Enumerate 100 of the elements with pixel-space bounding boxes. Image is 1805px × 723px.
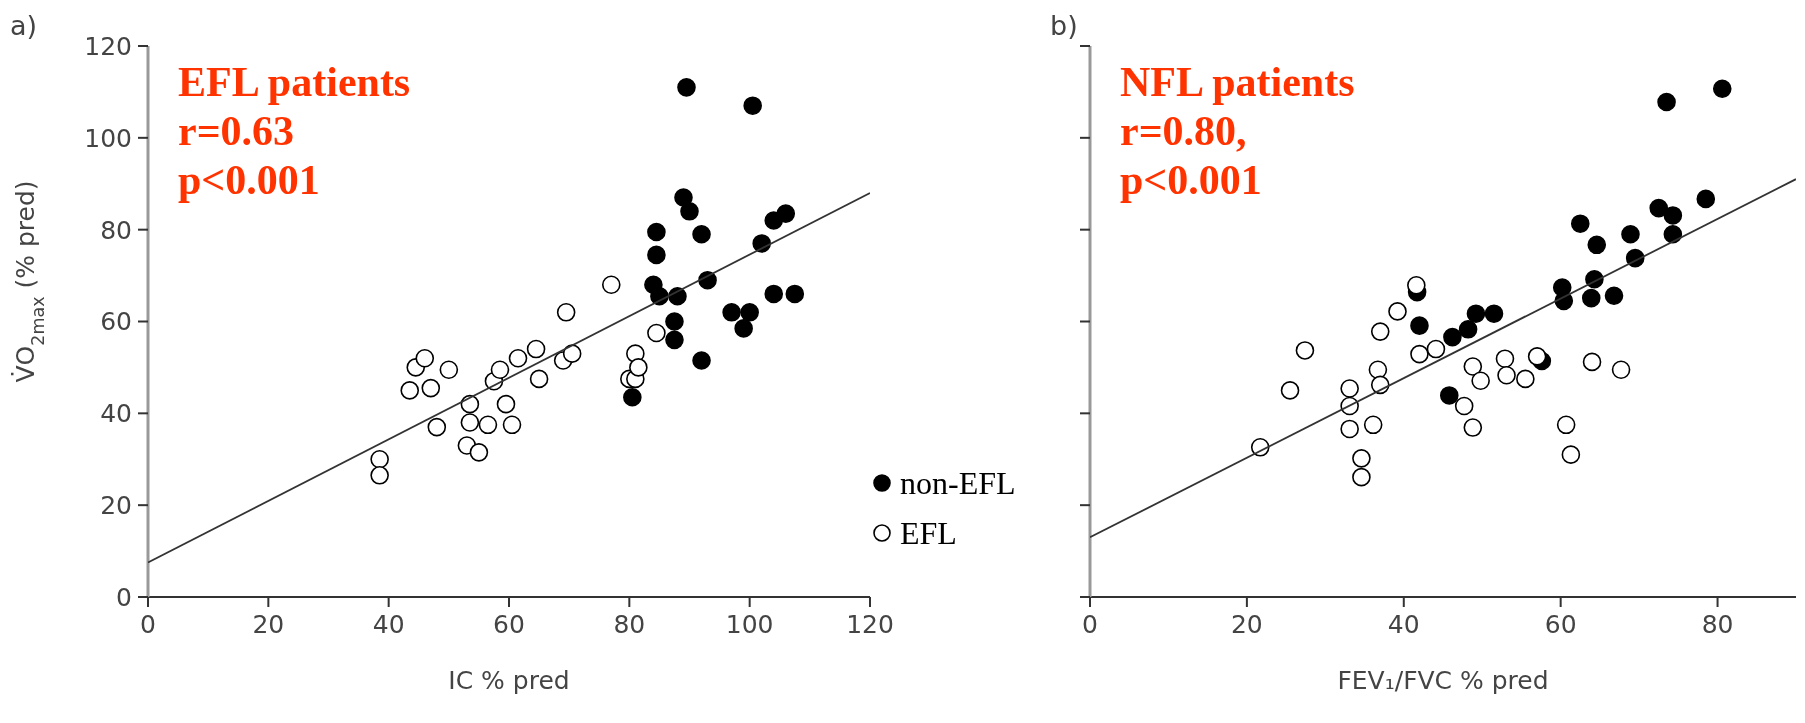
point — [1340, 419, 1359, 439]
point — [439, 360, 459, 380]
point — [740, 303, 759, 322]
point — [1663, 224, 1683, 244]
y-tick-label: 100 — [84, 123, 132, 153]
annotation: EFL patients — [178, 58, 411, 107]
point — [469, 443, 489, 462]
y-tick-label: 20 — [100, 491, 132, 521]
point — [764, 284, 784, 304]
point — [1570, 214, 1590, 233]
x-tick-label: 120 — [846, 609, 894, 639]
point — [478, 415, 498, 435]
x-tick-label: 100 — [725, 609, 774, 639]
chart-title: b) — [1050, 10, 1078, 41]
point — [1582, 352, 1602, 372]
y-tick-label: 80 — [100, 215, 132, 245]
point — [1516, 369, 1535, 389]
point — [1454, 396, 1474, 416]
x-tick-label: 60 — [1544, 609, 1577, 639]
point — [415, 348, 435, 368]
point — [1439, 386, 1459, 405]
point — [502, 415, 522, 435]
point — [1463, 357, 1483, 376]
point — [1463, 418, 1483, 437]
point — [1621, 224, 1640, 244]
point — [1410, 316, 1429, 335]
point — [526, 339, 546, 359]
point — [1407, 275, 1426, 295]
y-tick-label: 120 — [84, 31, 132, 61]
point — [601, 275, 621, 295]
point — [665, 312, 684, 331]
point — [460, 413, 480, 432]
point — [400, 381, 420, 400]
point — [1657, 92, 1676, 112]
point — [496, 394, 516, 414]
point — [1340, 379, 1359, 398]
point — [1484, 304, 1504, 323]
point — [647, 222, 666, 242]
point — [1363, 415, 1383, 435]
chart-title: a) — [10, 10, 38, 41]
point — [562, 344, 582, 363]
x-tick-label: 0 — [140, 609, 156, 639]
point — [1604, 286, 1624, 306]
annotation: p<0.001 — [178, 156, 321, 205]
point — [1370, 322, 1390, 341]
point — [1561, 445, 1581, 464]
point — [1696, 189, 1716, 209]
annotation: r=0.80, — [1120, 107, 1248, 156]
point — [1443, 327, 1462, 347]
point — [1388, 302, 1407, 321]
point — [460, 394, 480, 414]
point — [692, 224, 711, 244]
point — [421, 378, 441, 398]
point — [1426, 339, 1446, 359]
point — [1497, 365, 1516, 385]
point — [734, 319, 753, 338]
point — [623, 387, 642, 407]
point — [680, 202, 699, 221]
y-tick-label: 0 — [116, 582, 132, 612]
point — [1410, 344, 1429, 364]
legend-label: non-EFL — [900, 464, 1016, 503]
point — [556, 303, 576, 322]
point — [785, 284, 805, 304]
point — [1495, 349, 1515, 368]
point — [1352, 449, 1371, 468]
point — [427, 417, 447, 437]
x-tick-label: 80 — [1701, 609, 1734, 639]
legend-label: EFL — [900, 514, 957, 553]
point — [1280, 381, 1300, 400]
point — [1466, 304, 1486, 323]
annotation: NFL patients — [1120, 58, 1355, 107]
point — [1712, 79, 1732, 98]
point — [692, 351, 711, 370]
point — [677, 78, 696, 97]
point — [647, 323, 666, 343]
x-tick-label: 60 — [493, 609, 525, 639]
x-tick-label: 40 — [372, 609, 405, 639]
point — [508, 348, 528, 368]
point — [647, 245, 666, 265]
x-tick-label: 20 — [252, 609, 285, 639]
point — [1295, 341, 1315, 360]
point — [1458, 320, 1478, 339]
point — [529, 369, 549, 389]
y-tick-label: 40 — [100, 399, 132, 429]
point — [1581, 288, 1601, 308]
x-tick-label: 80 — [613, 609, 646, 639]
point — [370, 449, 389, 469]
x-tick-label: 40 — [1387, 609, 1420, 639]
point — [665, 330, 684, 350]
x-tick-label: 0 — [1082, 609, 1098, 639]
annotation: r=0.63 — [178, 107, 296, 156]
annotation: p<0.001 — [1120, 156, 1263, 205]
point — [490, 360, 510, 380]
point — [722, 303, 741, 322]
point — [1611, 360, 1631, 380]
x-axis-title: IC % pred — [448, 666, 570, 695]
x-tick-label: 20 — [1230, 609, 1263, 639]
x-axis-title: FEV₁/FVC % pred — [1337, 666, 1549, 695]
point — [370, 466, 389, 485]
point — [1556, 415, 1576, 435]
